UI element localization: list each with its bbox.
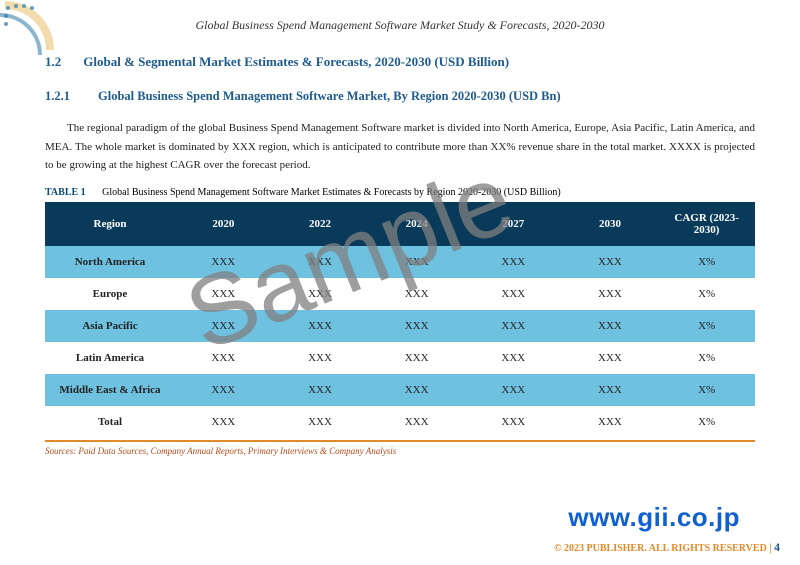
table-cell: X% (658, 278, 755, 310)
body-paragraph: The regional paradigm of the global Busi… (45, 119, 755, 175)
table-cell: Total (45, 406, 175, 438)
table-cell: XXX (562, 406, 659, 438)
overlay-url: www.gii.co.jp (568, 502, 740, 533)
table-row: EuropeXXXXXXXXXXXXXXXX% (45, 278, 755, 310)
table-cell: North America (45, 246, 175, 278)
table-cell: XXX (368, 278, 465, 310)
table-cell: XXX (272, 246, 369, 278)
table-cell: XXX (272, 342, 369, 374)
table-cell: Middle East & Africa (45, 374, 175, 406)
table-cell: XXX (465, 246, 562, 278)
footer-page-number: 4 (774, 540, 780, 554)
table-caption-text: Global Business Spend Management Softwar… (102, 187, 561, 198)
region-table: Region20202022202420272030CAGR (2023-203… (45, 202, 755, 438)
table-cell: X% (658, 310, 755, 342)
table-header-cell: Region (45, 202, 175, 246)
table-cell: XXX (465, 374, 562, 406)
subsection-number: 1.2.1 (45, 89, 70, 104)
table-header-cell: 2020 (175, 202, 272, 246)
table-cell: XXX (175, 246, 272, 278)
table-row: Latin AmericaXXXXXXXXXXXXXXXX% (45, 342, 755, 374)
table-cell: XXX (562, 278, 659, 310)
table-cell: XXX (272, 310, 369, 342)
table-header-cell: 2027 (465, 202, 562, 246)
table-cell: Asia Pacific (45, 310, 175, 342)
table-cell: XXX (465, 278, 562, 310)
table-header-cell: CAGR (2023-2030) (658, 202, 755, 246)
section-heading: 1.2 Global & Segmental Market Estimates … (45, 53, 755, 71)
corner-logo (0, 0, 70, 70)
table-cell: X% (658, 246, 755, 278)
table-cell: XXX (465, 342, 562, 374)
table-cell: X% (658, 342, 755, 374)
footer-copyright: © 2023 PUBLISHER. ALL RIGHTS RESERVED | (554, 543, 771, 554)
table-cell: XXX (368, 246, 465, 278)
table-cell: XXX (465, 310, 562, 342)
table-cell: XXX (175, 310, 272, 342)
table-cell: X% (658, 374, 755, 406)
subsection-title: Global Business Spend Management Softwar… (98, 89, 561, 103)
table-cell: Latin America (45, 342, 175, 374)
table-header-cell: 2030 (562, 202, 659, 246)
section-title: Global & Segmental Market Estimates & Fo… (83, 54, 509, 69)
table-caption: TABLE 1 Global Business Spend Management… (45, 187, 755, 198)
table-cell: XXX (562, 310, 659, 342)
table-cell: XXX (175, 278, 272, 310)
table-cell: XXX (562, 342, 659, 374)
table-cell: XXX (175, 406, 272, 438)
table-cell: XXX (368, 310, 465, 342)
table-row: North AmericaXXXXXXXXXXXXXXXX% (45, 246, 755, 278)
subsection-heading: 1.2.1 Global Business Spend Management S… (45, 87, 755, 105)
page-content: 1.2 Global & Segmental Market Estimates … (0, 33, 800, 456)
table-cell: XXX (175, 342, 272, 374)
table-cell: XXX (272, 406, 369, 438)
table-cell: XXX (562, 374, 659, 406)
sources-note: Sources: Paid Data Sources, Company Annu… (45, 446, 755, 456)
table-header-cell: 2022 (272, 202, 369, 246)
table-cell: XXX (272, 374, 369, 406)
table-header-cell: 2024 (368, 202, 465, 246)
table-cell: XXX (272, 278, 369, 310)
table-cell: X% (658, 406, 755, 438)
table-cell: XXX (368, 374, 465, 406)
table-cell: XXX (562, 246, 659, 278)
table-cell: XXX (175, 374, 272, 406)
table-cell: Europe (45, 278, 175, 310)
table-label: TABLE 1 (45, 187, 86, 198)
table-row: Asia PacificXXXXXXXXXXXXXXXX% (45, 310, 755, 342)
table-bottom-rule (45, 440, 755, 442)
table-cell: XXX (368, 342, 465, 374)
page-header-title: Global Business Spend Management Softwar… (0, 0, 800, 33)
table-cell: XXX (368, 406, 465, 438)
page-footer: © 2023 PUBLISHER. ALL RIGHTS RESERVED | … (554, 540, 780, 555)
table-row: TotalXXXXXXXXXXXXXXXX% (45, 406, 755, 438)
table-cell: XXX (465, 406, 562, 438)
table-row: Middle East & AfricaXXXXXXXXXXXXXXXX% (45, 374, 755, 406)
